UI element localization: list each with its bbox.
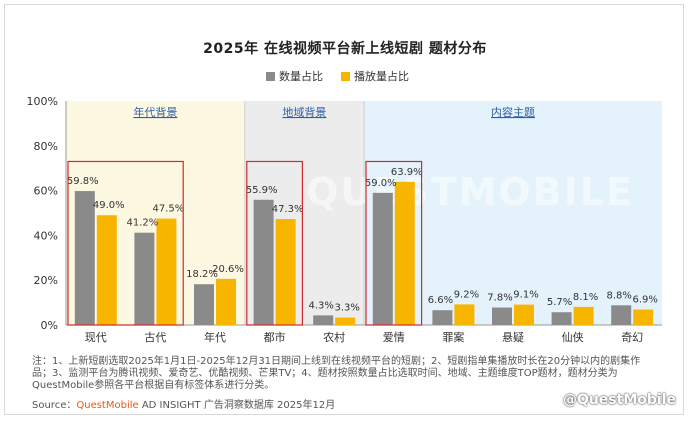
data-label-count-7: 7.8% — [487, 293, 512, 304]
source-line: Source：QuestMobile AD INSIGHT 广告洞察数据库 20… — [32, 396, 335, 411]
y-tick-label-0: 0% — [41, 319, 58, 332]
chart-frame — [4, 4, 684, 415]
x-tick-label-3: 都市 — [264, 330, 286, 344]
legend-label-play: 播放量占比 — [354, 70, 409, 83]
data-label-count-1: 41.2% — [127, 218, 159, 229]
data-label-play-6: 9.2% — [454, 289, 479, 300]
data-label-count-5: 59.0% — [365, 178, 397, 189]
bar-play-9 — [633, 309, 654, 325]
source-prefix: Source： — [32, 400, 77, 411]
bar-count-2 — [194, 284, 214, 325]
group-background-0 — [66, 101, 245, 325]
data-label-play-8: 8.1% — [573, 292, 598, 303]
data-label-count-0: 59.8% — [67, 176, 99, 187]
data-label-play-2: 20.6% — [212, 264, 244, 275]
x-tick-label-5: 爱情 — [383, 331, 405, 344]
bar-play-5 — [394, 181, 415, 325]
data-label-count-6: 6.6% — [428, 295, 453, 306]
x-tick-label-6: 罪案 — [442, 330, 464, 344]
y-tick-label-5: 100% — [27, 95, 58, 108]
data-label-count-3: 55.9% — [246, 185, 278, 196]
bar-chart: 年代背景 地域背景 内容主题 QUESTMOBILE 0% 20% 40% 60% 80% 100… — [27, 95, 662, 344]
data-label-count-2: 18.2% — [186, 269, 218, 280]
bar-count-4 — [313, 315, 334, 325]
x-tick-label-4: 农村 — [323, 330, 345, 344]
bar-count-6 — [432, 310, 453, 325]
data-label-count-4: 4.3% — [308, 300, 333, 311]
x-tick-label-7: 悬疑 — [502, 331, 524, 344]
bar-play-4 — [335, 317, 356, 325]
highlight-box-2 — [365, 160, 423, 326]
highlight-box-0 — [67, 160, 184, 326]
legend-item-play: 播放量占比 — [341, 68, 409, 84]
legend-swatch-count — [266, 71, 275, 81]
bar-count-5 — [372, 192, 393, 325]
x-tick-label-0: 现代 — [85, 331, 107, 344]
bar-count-8 — [551, 312, 572, 325]
highlight-box-1 — [246, 160, 304, 326]
data-label-play-3: 47.3% — [272, 204, 304, 215]
y-tick-label-3: 60% — [34, 185, 58, 198]
group-label-0: 年代背景 — [133, 105, 177, 119]
bar-play-1 — [156, 218, 177, 325]
y-tick-label-1: 20% — [34, 274, 58, 287]
data-label-play-0: 49.0% — [93, 200, 125, 211]
bar-count-9 — [611, 305, 632, 325]
bar-count-7 — [492, 307, 512, 325]
group-label-2: 内容主题 — [491, 105, 535, 119]
data-label-play-7: 9.1% — [513, 290, 538, 301]
bar-count-1 — [134, 232, 155, 325]
x-tick-label-1: 古代 — [144, 331, 166, 344]
legend: 数量占比 播放量占比 — [266, 68, 409, 84]
legend-label-count: 数量占比 — [279, 70, 323, 83]
y-tick-label-2: 40% — [34, 229, 58, 242]
bar-play-6 — [454, 304, 475, 325]
data-label-count-8: 5.7% — [547, 297, 572, 308]
bar-play-8 — [573, 306, 594, 325]
x-tick-label-9: 奇幻 — [621, 331, 643, 344]
bar-count-3 — [253, 199, 274, 325]
chart-title: 2025年 在线视频平台新上线短剧 题材分布 — [203, 41, 487, 57]
bar-play-0 — [96, 215, 117, 325]
bar-play-2 — [216, 278, 236, 325]
bar-play-7 — [514, 304, 534, 325]
y-tick-label-4: 80% — [34, 140, 58, 153]
data-label-play-9: 6.9% — [632, 295, 657, 306]
bar-count-0 — [74, 191, 95, 325]
x-tick-label-2: 年代 — [204, 330, 226, 344]
source-rest: AD INSIGHT 广告洞察数据库 2025年12月 — [138, 400, 336, 411]
bar-play-3 — [275, 219, 296, 325]
source-brand: QuestMobile — [76, 400, 139, 411]
chart-notes: 注：1、上新短剧选取2025年1月1日-2025年12月31日期间上线到在线视频… — [32, 356, 641, 391]
watermark-corner: @QuestMobile — [562, 392, 676, 408]
legend-item-count: 数量占比 — [266, 68, 323, 84]
x-tick-label-8: 仙侠 — [562, 331, 584, 344]
data-label-play-4: 3.3% — [334, 303, 359, 314]
data-label-play-1: 47.5% — [153, 204, 185, 215]
data-label-play-5: 63.9% — [391, 167, 423, 178]
data-label-count-9: 8.8% — [606, 290, 631, 301]
legend-swatch-play — [341, 71, 350, 81]
watermark-text: QUESTMOBILE — [306, 170, 634, 214]
group-label-1: 地域背景 — [282, 105, 326, 119]
